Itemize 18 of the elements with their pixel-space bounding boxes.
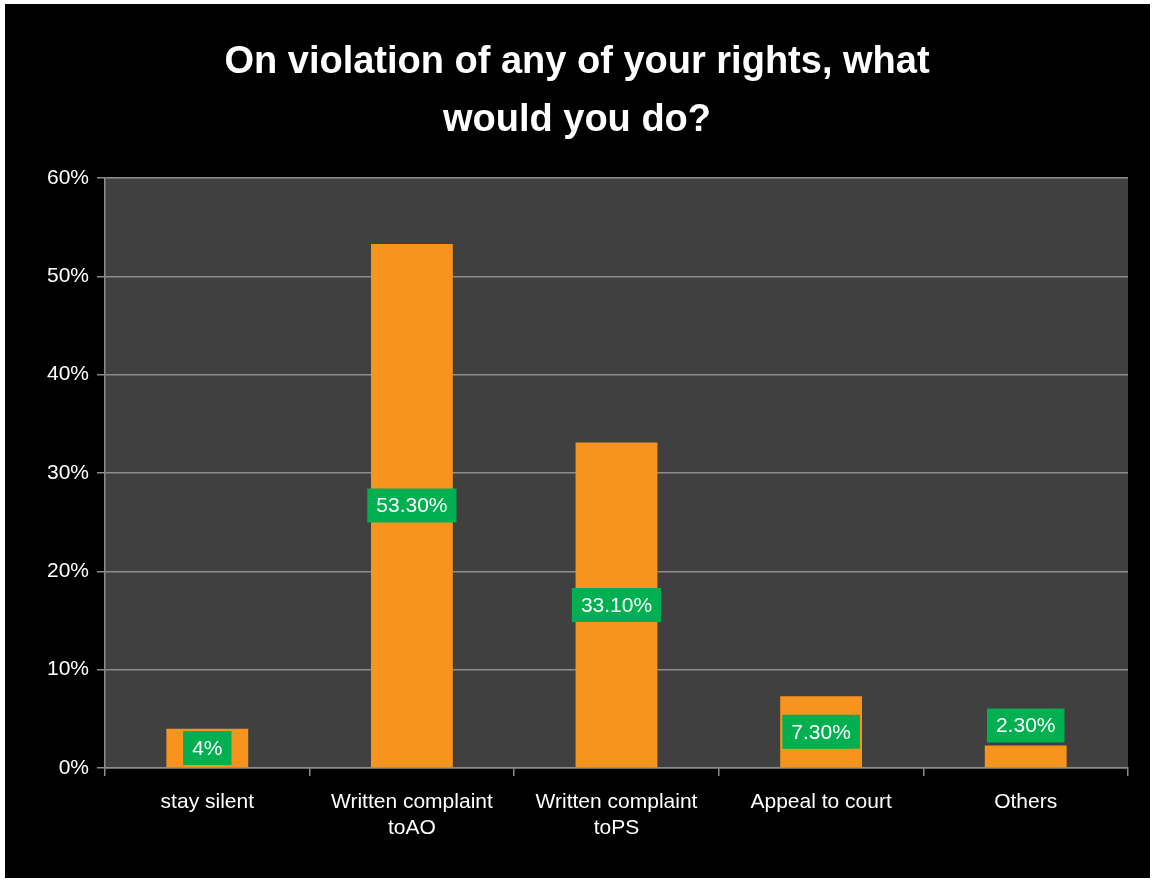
y-tick-label: 60% bbox=[46, 164, 89, 188]
y-tick-label: 40% bbox=[46, 361, 89, 385]
data-label: 7.30% bbox=[791, 719, 851, 743]
data-label: 53.30% bbox=[376, 493, 448, 517]
x-tick-label: Appeal to court bbox=[750, 789, 892, 813]
y-tick-label: 0% bbox=[58, 754, 89, 778]
x-tick-label: Others bbox=[994, 789, 1058, 813]
chart-title: On violation of any of your rights, what would you do? bbox=[223, 38, 931, 141]
x-tick-label: stay silent bbox=[160, 789, 255, 813]
data-label: 2.30% bbox=[995, 713, 1056, 737]
x-tick-label: Written complaint toAO bbox=[330, 789, 493, 838]
data-label: 33.10% bbox=[580, 592, 653, 616]
y-tick-label: 50% bbox=[46, 263, 89, 287]
data-label: 4% bbox=[192, 735, 223, 759]
x-tick-label: Written complaint toPS bbox=[535, 789, 698, 838]
y-tick-label: 30% bbox=[46, 459, 89, 483]
y-tick-label: 10% bbox=[46, 656, 89, 680]
y-tick-label: 20% bbox=[46, 558, 89, 582]
